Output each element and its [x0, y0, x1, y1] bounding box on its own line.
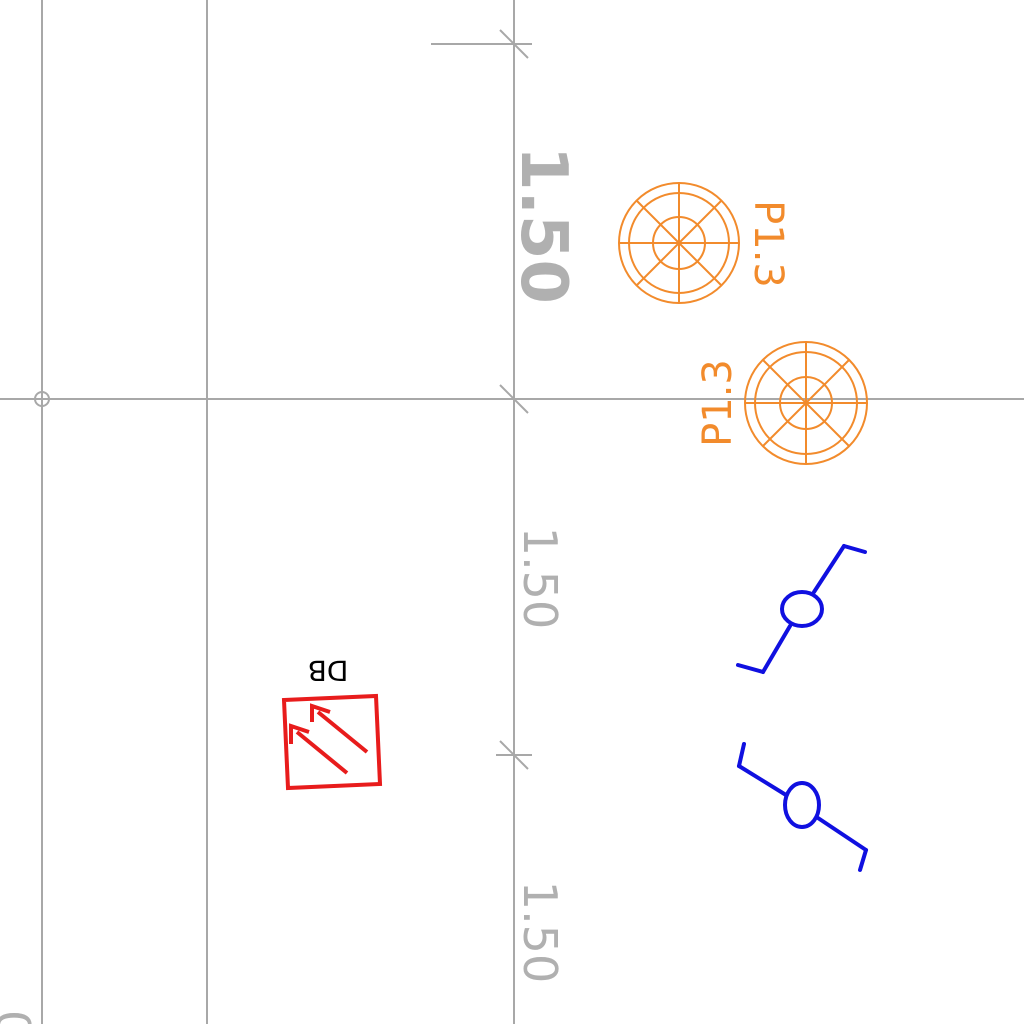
distribution-board-icon — [281, 693, 383, 791]
two-way-switch-icon — [737, 742, 868, 872]
two-way-switch-icon — [736, 544, 867, 674]
dimension-tick-top — [499, 29, 529, 59]
dimension-text-middle: 1.50 — [513, 527, 567, 629]
light-fixture-circle-icon — [618, 182, 740, 304]
dimension-text-edge-partial: 01.0 — [0, 1010, 40, 1024]
panel-label: DB — [308, 654, 349, 687]
light-fixture-circle-icon — [744, 341, 868, 465]
dimension-ticks — [431, 29, 532, 770]
grid-node-marker — [34, 391, 50, 407]
dimension-tick-middle — [499, 384, 529, 414]
fixture-label-1: P1.3 — [745, 200, 791, 288]
dimension-text-lower: 1.50 — [513, 881, 567, 983]
fixture-label-2: P1.3 — [695, 359, 741, 447]
dimension-tick-bottom — [499, 740, 529, 770]
dimension-text-upper: 1.50 — [506, 146, 580, 304]
